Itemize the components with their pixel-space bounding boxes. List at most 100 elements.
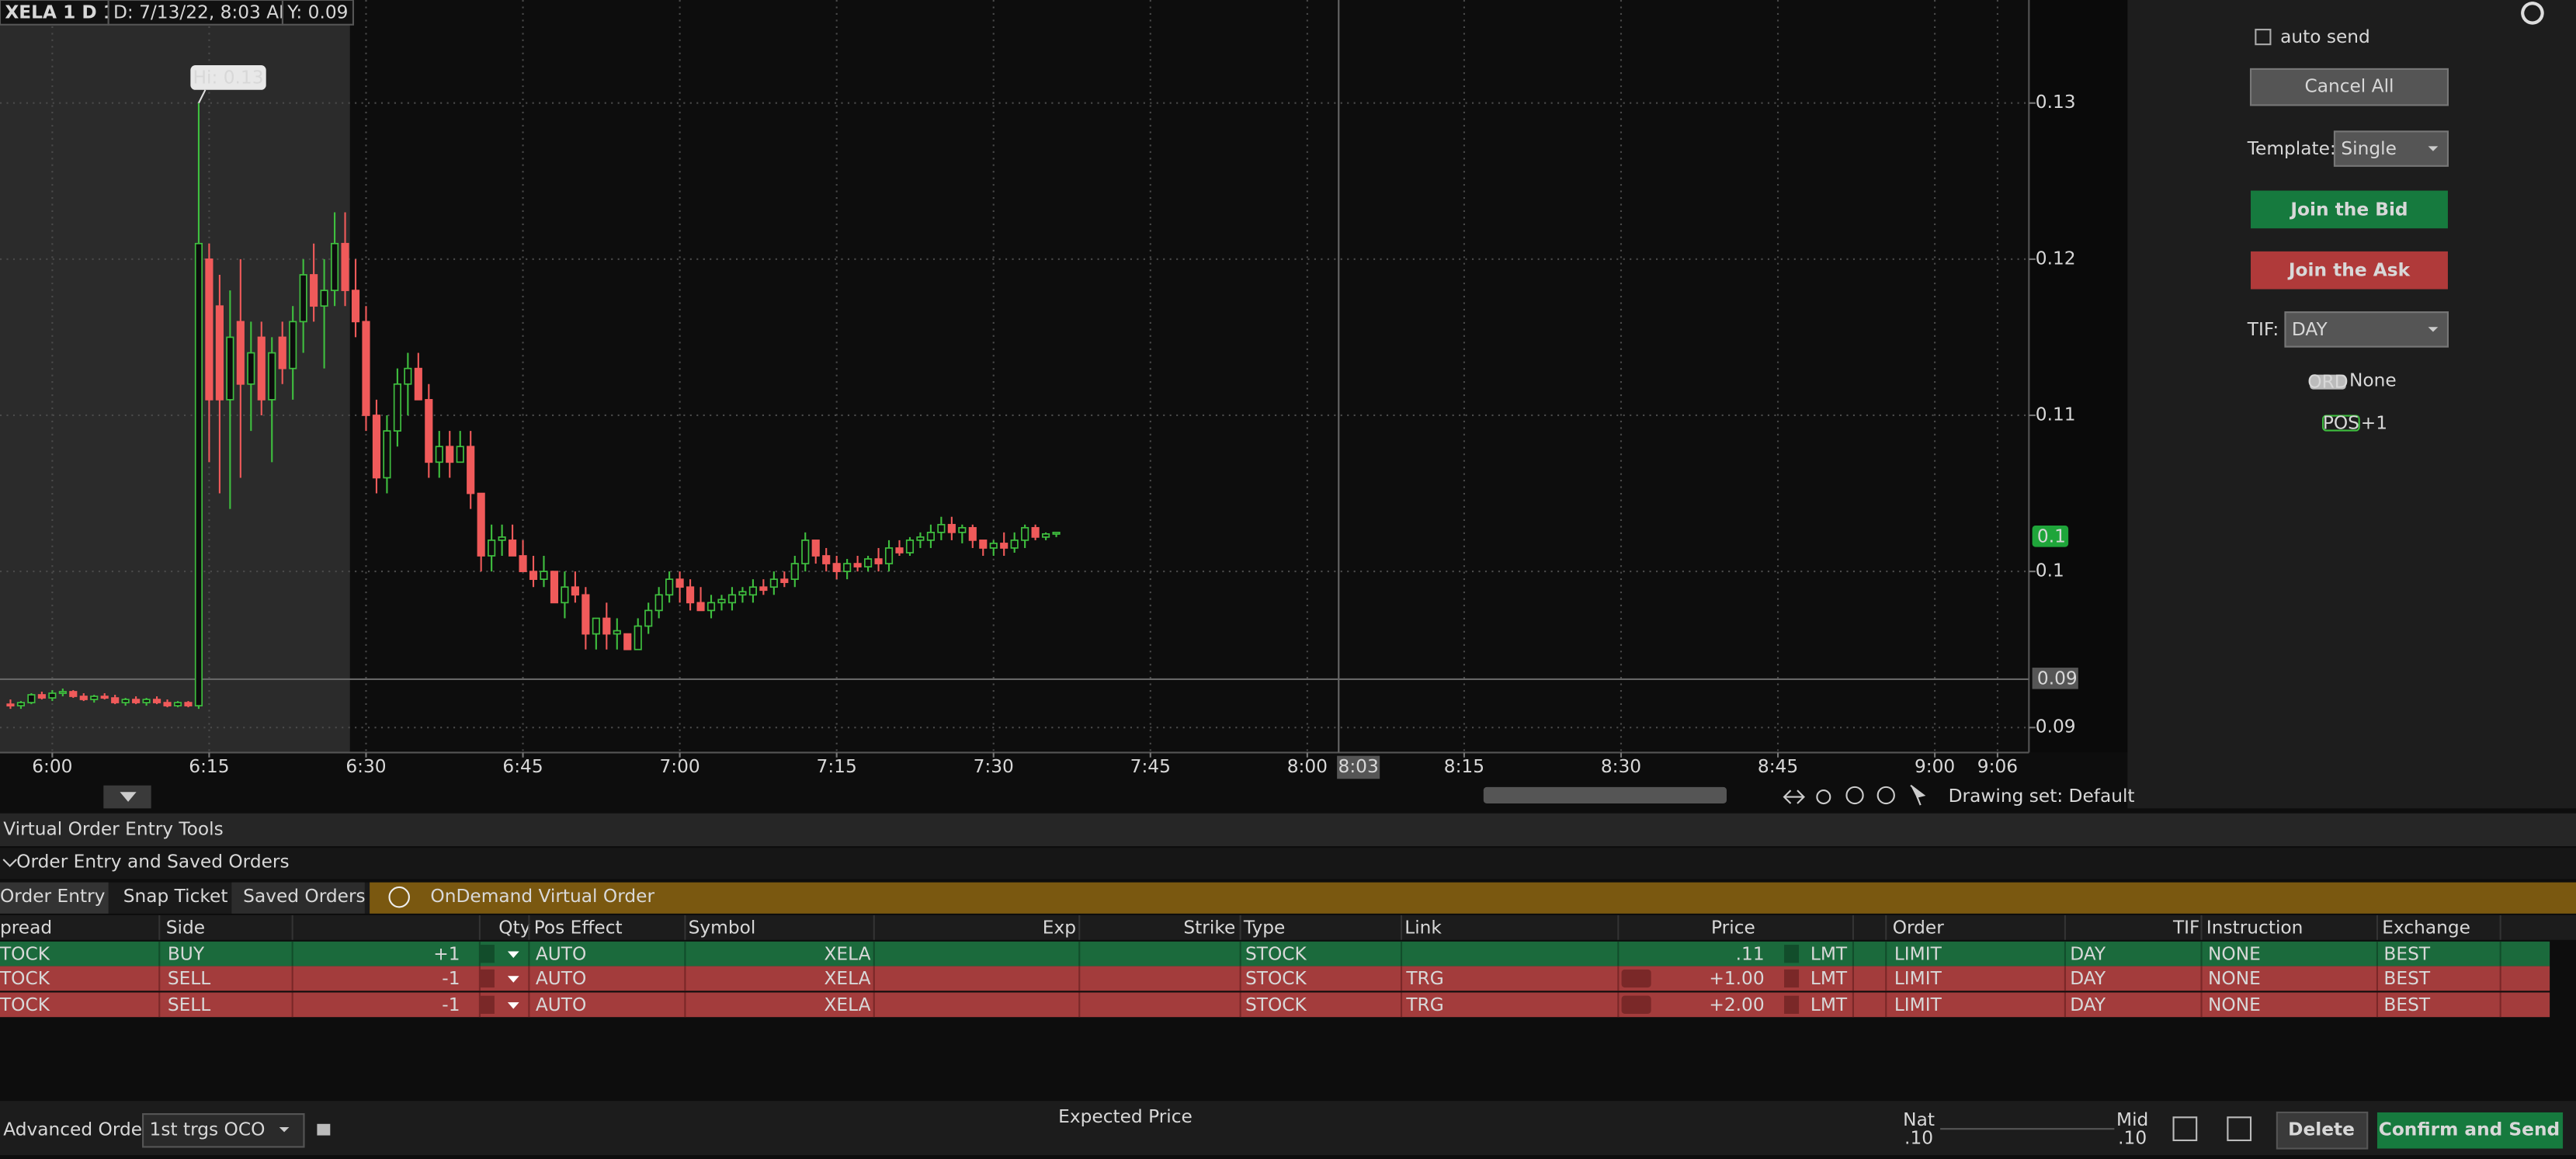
section-toggle[interactable]: [2, 859, 17, 867]
candle-body: [582, 594, 590, 635]
order-row[interactable]: [0, 992, 2550, 1018]
candle-body: [404, 367, 412, 385]
candle-body: [1042, 533, 1050, 538]
chart-tools[interactable]: [1783, 784, 1926, 806]
candle-body: [550, 571, 559, 604]
candle-body: [100, 696, 109, 699]
delete-button[interactable]: [2276, 1111, 2369, 1150]
candle-body: [571, 586, 579, 596]
column-header: Symbol: [689, 917, 756, 938]
cell-symbol: XELA: [824, 943, 870, 964]
price-axis: [2029, 0, 2128, 753]
tab[interactable]: [231, 882, 365, 914]
join-ask-label: Join the Ask: [2287, 260, 2411, 281]
cell-tif: DAY: [2070, 968, 2106, 989]
scrollbar[interactable]: [1483, 786, 1727, 804]
cell-tif: DAY: [2070, 943, 2106, 964]
paste-icon[interactable]: [2227, 1116, 2252, 1142]
advanced-dropdown[interactable]: [142, 1113, 305, 1148]
price-spinner: [1784, 945, 1800, 963]
column-header: TIF: [2172, 917, 2199, 938]
tab-label: Snap Ticket: [123, 886, 228, 907]
cell-qty: -1: [442, 994, 460, 1015]
table-header: [0, 914, 2576, 940]
cursor-price-label: 0.09: [2037, 668, 2078, 689]
copy-icon[interactable]: [2172, 1116, 2198, 1142]
candle-body: [435, 446, 443, 463]
candle-body: [1021, 526, 1029, 541]
candle-body: [623, 633, 632, 651]
collapse-arrow: [120, 792, 137, 802]
candle-body: [351, 290, 360, 323]
y-tick-label: 0.09: [2036, 717, 2076, 737]
x-tick-label: 6:15: [189, 756, 229, 777]
x-tick-label: 7:30: [974, 756, 1014, 777]
candle-body: [247, 352, 255, 385]
cell-pos-effect: AUTO: [536, 994, 586, 1015]
candle-body: [853, 563, 862, 567]
order-row[interactable]: [0, 941, 2550, 966]
candle-body: [843, 563, 852, 572]
candle-body: [916, 536, 925, 541]
candle-body: [372, 415, 381, 479]
checkbox[interactable]: [2255, 29, 2272, 46]
mid-label: Mid: [2116, 1109, 2148, 1130]
header-box: [281, 0, 355, 26]
y-tick-label: 0.12: [2036, 248, 2076, 269]
candle-body: [602, 617, 611, 635]
cell-side: SELL: [168, 968, 210, 989]
y-tick-label: 0.1: [2036, 560, 2064, 581]
candle-body: [173, 702, 182, 706]
template-dropdown[interactable]: [2333, 130, 2449, 167]
cell-qty: +1: [433, 943, 460, 964]
dropdown-arrow: [2428, 327, 2439, 332]
column-header: Exchange: [2382, 917, 2470, 938]
cell-symbol: XELA: [824, 968, 870, 989]
candle-body: [519, 555, 527, 572]
order-row[interactable]: [0, 966, 2550, 991]
tab-active[interactable]: [0, 882, 109, 914]
cell-price-type: LMT: [1810, 943, 1848, 964]
settings-icon[interactable]: [2521, 2, 2544, 25]
candle-body: [822, 555, 831, 564]
pos-badge-label: POS: [2323, 413, 2359, 434]
join-ask-button[interactable]: [2251, 251, 2448, 290]
candle-body: [769, 578, 778, 588]
y-tick-label: 0.13: [2036, 92, 2076, 113]
advanced-value: 1st trgs OCO: [150, 1119, 266, 1140]
tif-dropdown[interactable]: [2284, 311, 2449, 348]
panel-title: Virtual Order Entry Tools: [3, 818, 224, 839]
candle-body: [1031, 526, 1040, 538]
candle-body: [320, 290, 328, 307]
expected-price: Expected Price: [1058, 1106, 1193, 1127]
confirm-button[interactable]: [2376, 1112, 2564, 1149]
cell-price-type: LMT: [1810, 968, 1848, 989]
x-tick-label: 9:06: [1977, 756, 2018, 777]
candle-body: [884, 547, 894, 564]
candle-body: [748, 586, 757, 596]
x-tick-label: 6:00: [32, 756, 72, 777]
candle-body: [37, 694, 46, 699]
cell-side: BUY: [168, 943, 205, 964]
candle-body: [832, 563, 841, 572]
tab-label: Order Entry: [0, 886, 106, 907]
cell-exchange: BEST: [2383, 968, 2430, 989]
tif-value: DAY: [2292, 319, 2328, 340]
cancel-all-button[interactable]: [2249, 68, 2449, 106]
candle-body: [727, 594, 737, 604]
candle-body: [508, 540, 517, 557]
ondemand-bar: [370, 882, 2576, 914]
candle-body: [968, 526, 977, 541]
candle-body: [811, 540, 820, 557]
price-spinner: [1784, 995, 1800, 1014]
template-label: Template:: [2247, 138, 2336, 159]
candle-body: [111, 697, 120, 703]
cell-instruction: NONE: [2208, 943, 2261, 964]
candle-body: [341, 242, 349, 291]
candle-body: [864, 558, 873, 567]
candle-body: [675, 578, 684, 588]
auto-send-label: auto send: [2280, 26, 2370, 47]
cell-order: LIMIT: [1894, 968, 1942, 989]
column-header: Link: [1404, 917, 1442, 938]
join-bid-button[interactable]: [2251, 190, 2448, 229]
